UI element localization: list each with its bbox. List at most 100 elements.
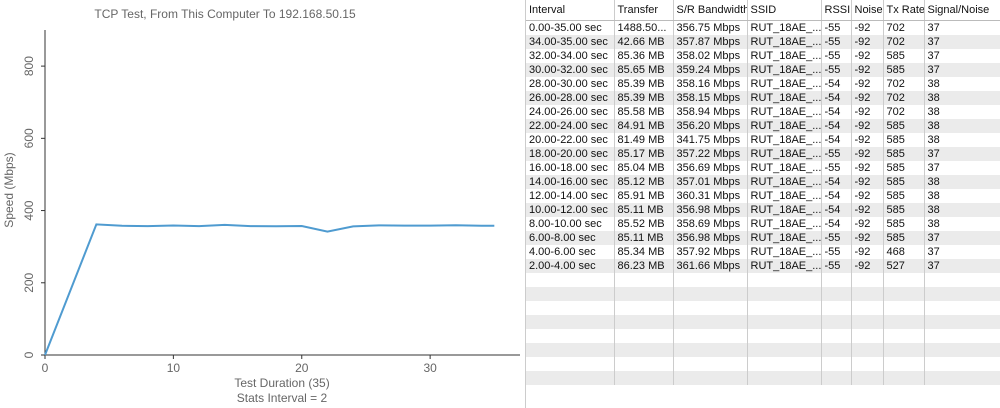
table-row[interactable]: 0.00-35.00 sec 1488.50... 356.75 Mbps RUT_1… bbox=[526, 20, 1000, 35]
table-cell: 85.52 MB bbox=[614, 217, 674, 231]
table-cell: 585 bbox=[883, 161, 925, 175]
column-header[interactable]: Noise bbox=[851, 0, 884, 21]
table-cell: RUT_18AE_... bbox=[747, 20, 822, 35]
column-header[interactable]: SSID bbox=[747, 0, 822, 21]
x-axis-sublabel: Stats Interval = 2 bbox=[237, 391, 328, 405]
empty-row bbox=[526, 315, 1000, 329]
empty-cell bbox=[526, 371, 615, 385]
column-header[interactable]: S/R Bandwidth bbox=[673, 0, 748, 21]
empty-cell bbox=[673, 301, 748, 315]
table-row[interactable]: 10.00-12.00 sec 85.11 MB 356.98 Mbps RUT_18… bbox=[526, 203, 1000, 217]
y-tick-label: 800 bbox=[22, 56, 36, 76]
table-cell: 585 bbox=[883, 231, 925, 245]
x-tick-label: 0 bbox=[42, 361, 49, 375]
table-cell: 585 bbox=[883, 49, 925, 63]
table-row[interactable]: 6.00-8.00 sec 85.11 MB 356.98 Mbps RUT_18AE… bbox=[526, 231, 1000, 245]
table-cell: 358.02 Mbps bbox=[673, 49, 748, 63]
column-header[interactable]: Signal/Noise bbox=[924, 0, 1000, 21]
column-header[interactable]: Tx Rate bbox=[883, 0, 925, 21]
table-cell: -92 bbox=[851, 91, 884, 105]
table-row[interactable]: 14.00-16.00 sec 85.12 MB 357.01 Mbps RUT_18… bbox=[526, 175, 1000, 189]
table-cell: -54 bbox=[821, 105, 852, 119]
x-axis-label: Test Duration (35) bbox=[234, 376, 329, 390]
table-cell: 1488.50... bbox=[614, 20, 674, 35]
table-row[interactable]: 8.00-10.00 sec 85.52 MB 358.69 Mbps RUT_18A… bbox=[526, 217, 1000, 231]
table-row[interactable]: 16.00-18.00 sec 85.04 MB 356.69 Mbps RUT_18… bbox=[526, 161, 1000, 175]
table-row[interactable]: 26.00-28.00 sec 85.39 MB 358.15 Mbps RUT_18… bbox=[526, 91, 1000, 105]
table-cell: 84.91 MB bbox=[614, 119, 674, 133]
empty-row bbox=[526, 273, 1000, 287]
table-cell: RUT_18AE_... bbox=[747, 35, 822, 49]
table-row[interactable]: 22.00-24.00 sec 84.91 MB 356.20 Mbps RUT_18… bbox=[526, 119, 1000, 133]
empty-cell bbox=[747, 357, 822, 371]
table-cell: 360.31 Mbps bbox=[673, 189, 748, 203]
table-cell: 42.66 MB bbox=[614, 35, 674, 49]
empty-cell bbox=[851, 287, 884, 301]
table-row[interactable]: 12.00-14.00 sec 85.91 MB 360.31 Mbps RUT_18… bbox=[526, 189, 1000, 203]
empty-cell bbox=[851, 343, 884, 357]
table-cell: -55 bbox=[821, 49, 852, 63]
table-cell: 85.65 MB bbox=[614, 63, 674, 77]
empty-cell bbox=[821, 273, 852, 287]
empty-cell bbox=[883, 357, 925, 371]
empty-cell bbox=[851, 371, 884, 385]
table-row[interactable]: 28.00-30.00 sec 85.39 MB 358.16 Mbps RUT_18… bbox=[526, 77, 1000, 91]
table-row[interactable]: 24.00-26.00 sec 85.58 MB 358.94 Mbps RUT_18… bbox=[526, 105, 1000, 119]
y-tick-label: 0 bbox=[22, 351, 36, 358]
empty-cell bbox=[526, 273, 615, 287]
table-cell: RUT_18AE_... bbox=[747, 161, 822, 175]
table-cell: -92 bbox=[851, 189, 884, 203]
empty-cell bbox=[821, 343, 852, 357]
stats-table: Interval Transfer S/R Bandwidth SSID RSSI Noi… bbox=[526, 0, 1000, 385]
y-tick-label: 600 bbox=[22, 128, 36, 148]
table-row[interactable]: 32.00-34.00 sec 85.36 MB 358.02 Mbps RUT_18… bbox=[526, 49, 1000, 63]
table-cell: -92 bbox=[851, 35, 884, 49]
table-cell: -92 bbox=[851, 77, 884, 91]
table-cell: 85.11 MB bbox=[614, 231, 674, 245]
table-cell: 37 bbox=[924, 49, 1000, 63]
table-cell: RUT_18AE_... bbox=[747, 231, 822, 245]
table-cell: 356.20 Mbps bbox=[673, 119, 748, 133]
table-cell: 37 bbox=[924, 35, 1000, 49]
table-cell: 85.58 MB bbox=[614, 105, 674, 119]
empty-cell bbox=[673, 357, 748, 371]
table-cell: 16.00-18.00 sec bbox=[526, 161, 615, 175]
table-cell: 86.23 MB bbox=[614, 259, 674, 273]
chart: TCP Test, From This Computer To 192.168.… bbox=[2, 7, 520, 405]
table-cell: 8.00-10.00 sec bbox=[526, 217, 615, 231]
table-cell: -55 bbox=[821, 63, 852, 77]
table-cell: 357.22 Mbps bbox=[673, 147, 748, 161]
table-cell: -55 bbox=[821, 231, 852, 245]
table-row[interactable]: 30.00-32.00 sec 85.65 MB 359.24 Mbps RUT_18… bbox=[526, 63, 1000, 77]
column-header[interactable]: Interval bbox=[526, 0, 615, 21]
table-cell: 38 bbox=[924, 119, 1000, 133]
empty-cell bbox=[851, 357, 884, 371]
table-cell: -92 bbox=[851, 20, 884, 35]
table-row[interactable]: 18.00-20.00 sec 85.17 MB 357.22 Mbps RUT_18… bbox=[526, 147, 1000, 161]
y-tick-label: 200 bbox=[22, 272, 36, 292]
table-cell: -55 bbox=[821, 259, 852, 273]
empty-cell bbox=[924, 357, 1000, 371]
table-row[interactable]: 20.00-22.00 sec 81.49 MB 341.75 Mbps RUT_18… bbox=[526, 133, 1000, 147]
empty-cell bbox=[924, 371, 1000, 385]
empty-cell bbox=[673, 329, 748, 343]
table-row[interactable]: 2.00-4.00 sec 86.23 MB 361.66 Mbps RUT_18AE… bbox=[526, 259, 1000, 273]
column-header[interactable]: RSSI bbox=[821, 0, 852, 21]
table-cell: 26.00-28.00 sec bbox=[526, 91, 615, 105]
table-cell: 585 bbox=[883, 175, 925, 189]
table-cell: 37 bbox=[924, 161, 1000, 175]
table-cell: -55 bbox=[821, 147, 852, 161]
table-cell: 341.75 Mbps bbox=[673, 133, 748, 147]
table-cell: -92 bbox=[851, 245, 884, 259]
table-cell: RUT_18AE_... bbox=[747, 245, 822, 259]
empty-cell bbox=[883, 301, 925, 315]
table-cell: -54 bbox=[821, 203, 852, 217]
table-cell: RUT_18AE_... bbox=[747, 259, 822, 273]
table-cell: 85.04 MB bbox=[614, 161, 674, 175]
table-cell: RUT_18AE_... bbox=[747, 105, 822, 119]
table-cell: 37 bbox=[924, 259, 1000, 273]
table-row[interactable]: 34.00-35.00 sec 42.66 MB 357.87 Mbps RUT_18… bbox=[526, 35, 1000, 49]
table-row[interactable]: 4.00-6.00 sec 85.34 MB 357.92 Mbps RUT_18AE… bbox=[526, 245, 1000, 259]
column-header[interactable]: Transfer bbox=[614, 0, 674, 21]
